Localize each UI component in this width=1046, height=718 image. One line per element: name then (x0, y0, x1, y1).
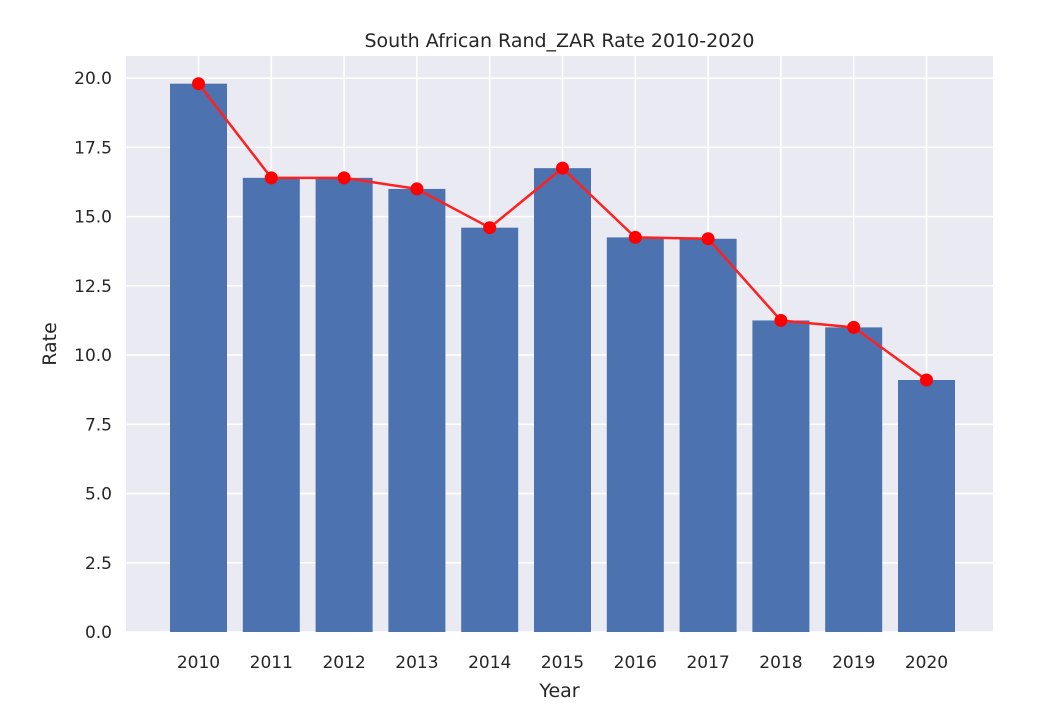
bar-2018 (752, 320, 810, 632)
line-point-2014 (483, 221, 497, 235)
y-tick-label: 15.0 (74, 208, 112, 228)
line-point-2019 (847, 320, 861, 334)
bar-2015 (534, 168, 591, 632)
x-tick-label: 2010 (177, 653, 220, 673)
x-axis-label: Year (538, 680, 579, 702)
x-tick-labels: 2010 2011 2012 2013 2014 2015 2016 2017 2018 2019… (177, 653, 948, 673)
y-tick-label: 17.5 (74, 138, 112, 158)
bar-2011 (242, 177, 300, 632)
bar-2012 (315, 177, 373, 632)
x-tick-label: 2011 (250, 653, 293, 673)
line-point-2012 (337, 171, 351, 185)
y-tick-labels: 0.0 2.5 5.0 7.5 10.0 12.5 15.0 17.5 20.0 (74, 69, 112, 643)
line-point-2011 (264, 171, 278, 185)
x-tick-label: 2020 (905, 653, 948, 673)
y-tick-label: 0.0 (85, 623, 112, 643)
line-point-2020 (920, 373, 933, 387)
x-tick-label: 2013 (395, 653, 438, 673)
line-point-2016 (628, 230, 642, 244)
line-point-2013 (410, 182, 424, 196)
line-markers (192, 77, 933, 387)
bar-2014 (461, 227, 519, 632)
x-tick-label: 2019 (832, 653, 875, 673)
chart-title: South African Rand_ZAR Rate 2010-2020 (365, 30, 755, 52)
y-tick-label: 7.5 (85, 415, 112, 435)
bar-2010 (170, 83, 227, 632)
bar-2019 (825, 327, 883, 632)
bar-2017 (679, 238, 737, 632)
y-tick-label: 20.0 (74, 69, 112, 89)
bar-2013 (388, 188, 446, 632)
line-point-2018 (774, 313, 788, 327)
x-tick-label: 2016 (614, 653, 657, 673)
y-axis-label: Rate (39, 322, 61, 366)
y-tick-label: 2.5 (85, 554, 112, 574)
x-tick-label: 2015 (541, 653, 584, 673)
y-tick-label: 10.0 (74, 346, 112, 366)
x-tick-label: 2018 (759, 653, 802, 673)
y-tick-label: 12.5 (74, 277, 112, 297)
x-tick-label: 2017 (686, 653, 729, 673)
bar-2016 (606, 237, 664, 632)
line-point-2017 (701, 232, 715, 246)
line-point-2010 (192, 77, 205, 91)
x-tick-label: 2014 (468, 653, 511, 673)
line-point-2015 (556, 161, 569, 175)
x-tick-label: 2012 (322, 653, 365, 673)
y-tick-label: 5.0 (85, 485, 112, 505)
bars (170, 83, 955, 632)
bar-2020 (898, 380, 955, 632)
